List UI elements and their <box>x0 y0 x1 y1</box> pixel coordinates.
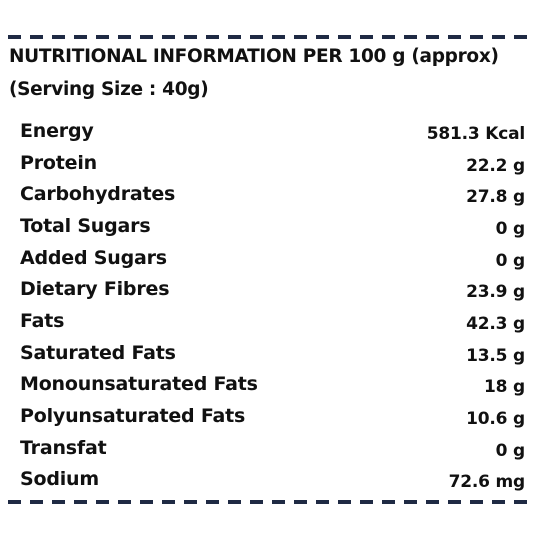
nutrient-value: 0 g <box>495 250 526 271</box>
nutrition-title: NUTRITIONAL INFORMATION PER 100 g (appro… <box>9 46 499 67</box>
nutrient-label: Carbohydrates <box>20 183 176 206</box>
nutrient-value: 42.3 g <box>466 313 525 334</box>
nutrient-value: 72.6 mg <box>448 472 526 493</box>
nutrient-row-protein: Protein 22.2 g <box>20 147 525 179</box>
nutrient-value: 18 g <box>484 377 525 398</box>
nutrient-row-fats: Fats 42.3 g <box>20 305 525 337</box>
nutrient-label: Monounsaturated Fats <box>20 373 258 396</box>
nutrient-row-added-sugars: Added Sugars 0 g <box>20 242 525 274</box>
nutrient-row-saturated-fats: Saturated Fats 13.5 g <box>20 337 525 369</box>
nutrition-table: Energy 581.3 Kcal Protein 22.2 g Carbohy… <box>20 115 525 495</box>
nutrient-label: Protein <box>20 151 97 174</box>
nutrient-value: 13.5 g <box>466 345 525 366</box>
nutrient-row-carbohydrates: Carbohydrates 27.8 g <box>20 178 525 210</box>
nutrient-row-sodium: Sodium 72.6 mg <box>20 464 525 496</box>
nutrient-value: 0 g <box>495 218 526 239</box>
nutrient-label: Energy <box>20 119 94 142</box>
nutrient-value: 27.8 g <box>466 187 525 208</box>
nutrient-row-polyunsaturated-fats: Polyunsaturated Fats 10.6 g <box>20 400 525 432</box>
nutrient-label: Added Sugars <box>20 246 167 269</box>
nutrient-label: Sodium <box>20 468 99 491</box>
nutrient-label: Dietary Fibres <box>20 278 170 301</box>
nutrient-label: Saturated Fats <box>20 341 176 364</box>
nutrient-value: 10.6 g <box>466 409 525 430</box>
nutrient-row-monounsaturated-fats: Monounsaturated Fats 18 g <box>20 369 525 401</box>
nutrient-label: Fats <box>20 309 65 332</box>
nutrient-row-transfat: Transfat 0 g <box>20 432 525 464</box>
bottom-dashed-divider <box>8 500 528 504</box>
nutrient-row-energy: Energy 581.3 Kcal <box>20 115 525 147</box>
nutrient-value: 581.3 Kcal <box>426 123 525 144</box>
nutrient-label: Polyunsaturated Fats <box>20 405 246 428</box>
nutrient-row-total-sugars: Total Sugars 0 g <box>20 210 525 242</box>
nutrient-value: 22.2 g <box>466 155 525 176</box>
nutrient-row-dietary-fibres: Dietary Fibres 23.9 g <box>20 273 525 305</box>
top-dashed-divider <box>8 35 528 39</box>
nutrient-label: Total Sugars <box>20 214 151 237</box>
serving-size: (Serving Size : 40g) <box>9 79 209 100</box>
nutrient-label: Transfat <box>20 436 107 459</box>
nutrient-value: 0 g <box>495 440 526 461</box>
nutrient-value: 23.9 g <box>466 282 525 303</box>
